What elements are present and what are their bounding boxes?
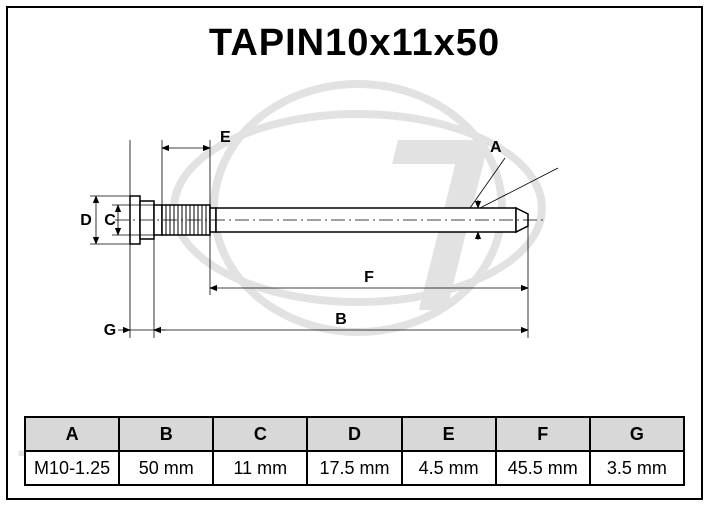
col-B: B [119, 417, 213, 451]
dim-label-G: G [104, 322, 116, 339]
val-C: 11 mm [213, 451, 307, 485]
dimension-table: A B C D E F G M10-1.25 50 mm 11 mm 17.5 … [24, 416, 685, 486]
dim-label-E: E [220, 129, 231, 146]
col-E: E [402, 417, 496, 451]
col-G: G [590, 417, 684, 451]
col-C: C [213, 417, 307, 451]
dim-label-B: B [335, 311, 347, 328]
val-A: M10-1.25 [25, 451, 119, 485]
col-D: D [307, 417, 401, 451]
dim-label-C: C [104, 212, 116, 229]
val-F: 45.5 mm [496, 451, 590, 485]
part-title: TAPIN10x11x50 [0, 22, 709, 65]
dim-label-D: D [80, 212, 92, 229]
technical-drawing: D C A E G F [60, 100, 650, 380]
val-B: 50 mm [119, 451, 213, 485]
table-header-row: A B C D E F G [25, 417, 684, 451]
val-D: 17.5 mm [307, 451, 401, 485]
table-value-row: M10-1.25 50 mm 11 mm 17.5 mm 4.5 mm 45.5… [25, 451, 684, 485]
val-E: 4.5 mm [402, 451, 496, 485]
dim-label-F: F [364, 269, 374, 286]
dim-label-A: A [490, 139, 502, 156]
val-G: 3.5 mm [590, 451, 684, 485]
col-A: A [25, 417, 119, 451]
col-F: F [496, 417, 590, 451]
